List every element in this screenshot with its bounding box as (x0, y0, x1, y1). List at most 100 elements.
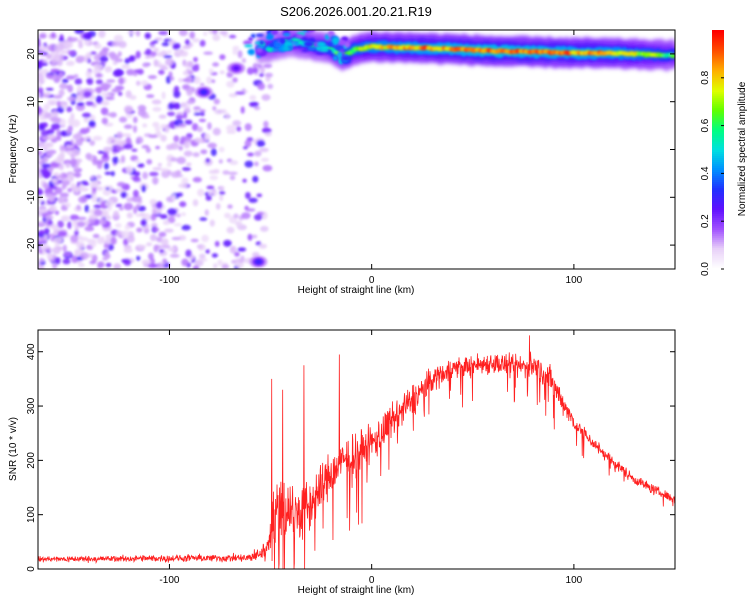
noise-speckle (153, 47, 159, 52)
noise-speckle (129, 95, 137, 100)
noise-speckle (161, 170, 170, 179)
snr-x-ticks: -100 0 100 (159, 330, 583, 586)
colorbar-step (712, 205, 724, 208)
noise-speckle (228, 171, 238, 175)
colorbar-step (712, 33, 724, 37)
noise-speckle (141, 226, 148, 230)
colorbar-step (712, 177, 724, 180)
noise-speckle (117, 51, 122, 57)
noise-speckle (118, 91, 123, 97)
noise-speckle (167, 111, 176, 117)
ridge-speckle (255, 33, 264, 37)
noise-speckle (47, 233, 56, 238)
noise-speckle (254, 106, 261, 111)
noise-speckle (175, 170, 182, 175)
noise-speckle (196, 244, 203, 249)
ridge-speckle (269, 43, 275, 47)
noise-speckle (132, 189, 139, 197)
noise-speckle (160, 124, 167, 129)
colorbar-step (712, 45, 724, 49)
colorbar-step (712, 85, 724, 89)
noise-speckle (207, 142, 217, 149)
noise-speckle (78, 236, 89, 242)
colorbar-step (712, 113, 724, 117)
noise-speckle (77, 216, 87, 221)
colorbar-step (712, 57, 724, 61)
noise-speckle (41, 163, 51, 169)
noise-speckle (100, 236, 105, 243)
y-tick-label: 400 (26, 343, 37, 360)
noise-speckle (63, 197, 69, 203)
noise-speckle (203, 51, 213, 55)
noise-speckle (113, 210, 119, 217)
x-tick-label: 0 (369, 275, 375, 286)
ridge-speckle (339, 49, 345, 53)
noise-speckle (61, 216, 68, 222)
noise-speckle (209, 219, 215, 227)
ridge-speckle (319, 48, 329, 53)
noise-speckle (204, 133, 211, 141)
colorbar-step (712, 139, 724, 143)
noise-speckle (249, 101, 259, 108)
noise-speckle (62, 244, 67, 253)
noise-speckle (140, 218, 147, 227)
noise-speckle (229, 175, 236, 181)
chart-title: S206.2026.001.20.21.R19 (280, 4, 432, 19)
noise-speckle (45, 193, 53, 198)
noise-speckle (160, 214, 168, 220)
noise-speckle (181, 212, 187, 217)
colorbar-step (712, 225, 724, 228)
noise-speckle (149, 257, 156, 266)
colorbar-step (712, 201, 724, 204)
ridge-speckle (247, 48, 256, 56)
ridge-speckle (302, 30, 308, 33)
noise-speckle (226, 124, 236, 132)
noise-speckle (213, 98, 220, 105)
ridge-speckle (295, 34, 303, 38)
noise-speckle (141, 115, 150, 119)
colorbar-step (712, 89, 724, 93)
noise-speckle (152, 40, 159, 44)
noise-speckle (51, 123, 61, 130)
colorbar-step (712, 119, 724, 123)
colorbar-step (712, 109, 724, 113)
noise-speckle (98, 30, 106, 38)
colorbar-step (712, 75, 724, 79)
colorbar-step (712, 185, 724, 188)
noise-speckle (158, 231, 167, 238)
noise-speckle (203, 31, 208, 36)
noise-speckle (48, 206, 55, 213)
noise-speckle (76, 204, 81, 211)
noise-speckle (146, 94, 155, 98)
noise-speckle (58, 38, 65, 42)
noise-speckle (112, 156, 119, 164)
ridge-speckle (248, 37, 254, 42)
noise-speckle (161, 91, 166, 100)
noise-speckle (68, 37, 78, 43)
noise-speckle (86, 78, 94, 85)
noise-speckle (204, 209, 209, 216)
colorbar-gradient (712, 30, 724, 270)
noise-speckle (43, 122, 48, 127)
colorbar-step (712, 167, 724, 171)
noise-speckle (222, 170, 230, 175)
noise-speckle (93, 209, 103, 217)
colorbar-step (712, 127, 724, 131)
spectrogram-x-ticks: -100 0 100 (159, 30, 583, 286)
noise-speckle (57, 220, 64, 228)
noise-speckle (258, 73, 265, 77)
noise-speckle (178, 78, 183, 83)
noise-speckle (38, 87, 44, 94)
noise-speckle (83, 136, 92, 140)
colorbar-step (712, 93, 724, 97)
noise-speckle (40, 167, 49, 175)
noise-speckle (242, 178, 247, 183)
noise-speckle (81, 182, 90, 186)
noise-speckle (100, 200, 107, 209)
noise-speckle (76, 221, 86, 228)
colorbar-step (712, 37, 724, 41)
noise-speckle (38, 229, 46, 235)
noise-speckle (224, 212, 231, 219)
noise-speckle (186, 100, 195, 105)
noise-speckle (83, 116, 89, 123)
